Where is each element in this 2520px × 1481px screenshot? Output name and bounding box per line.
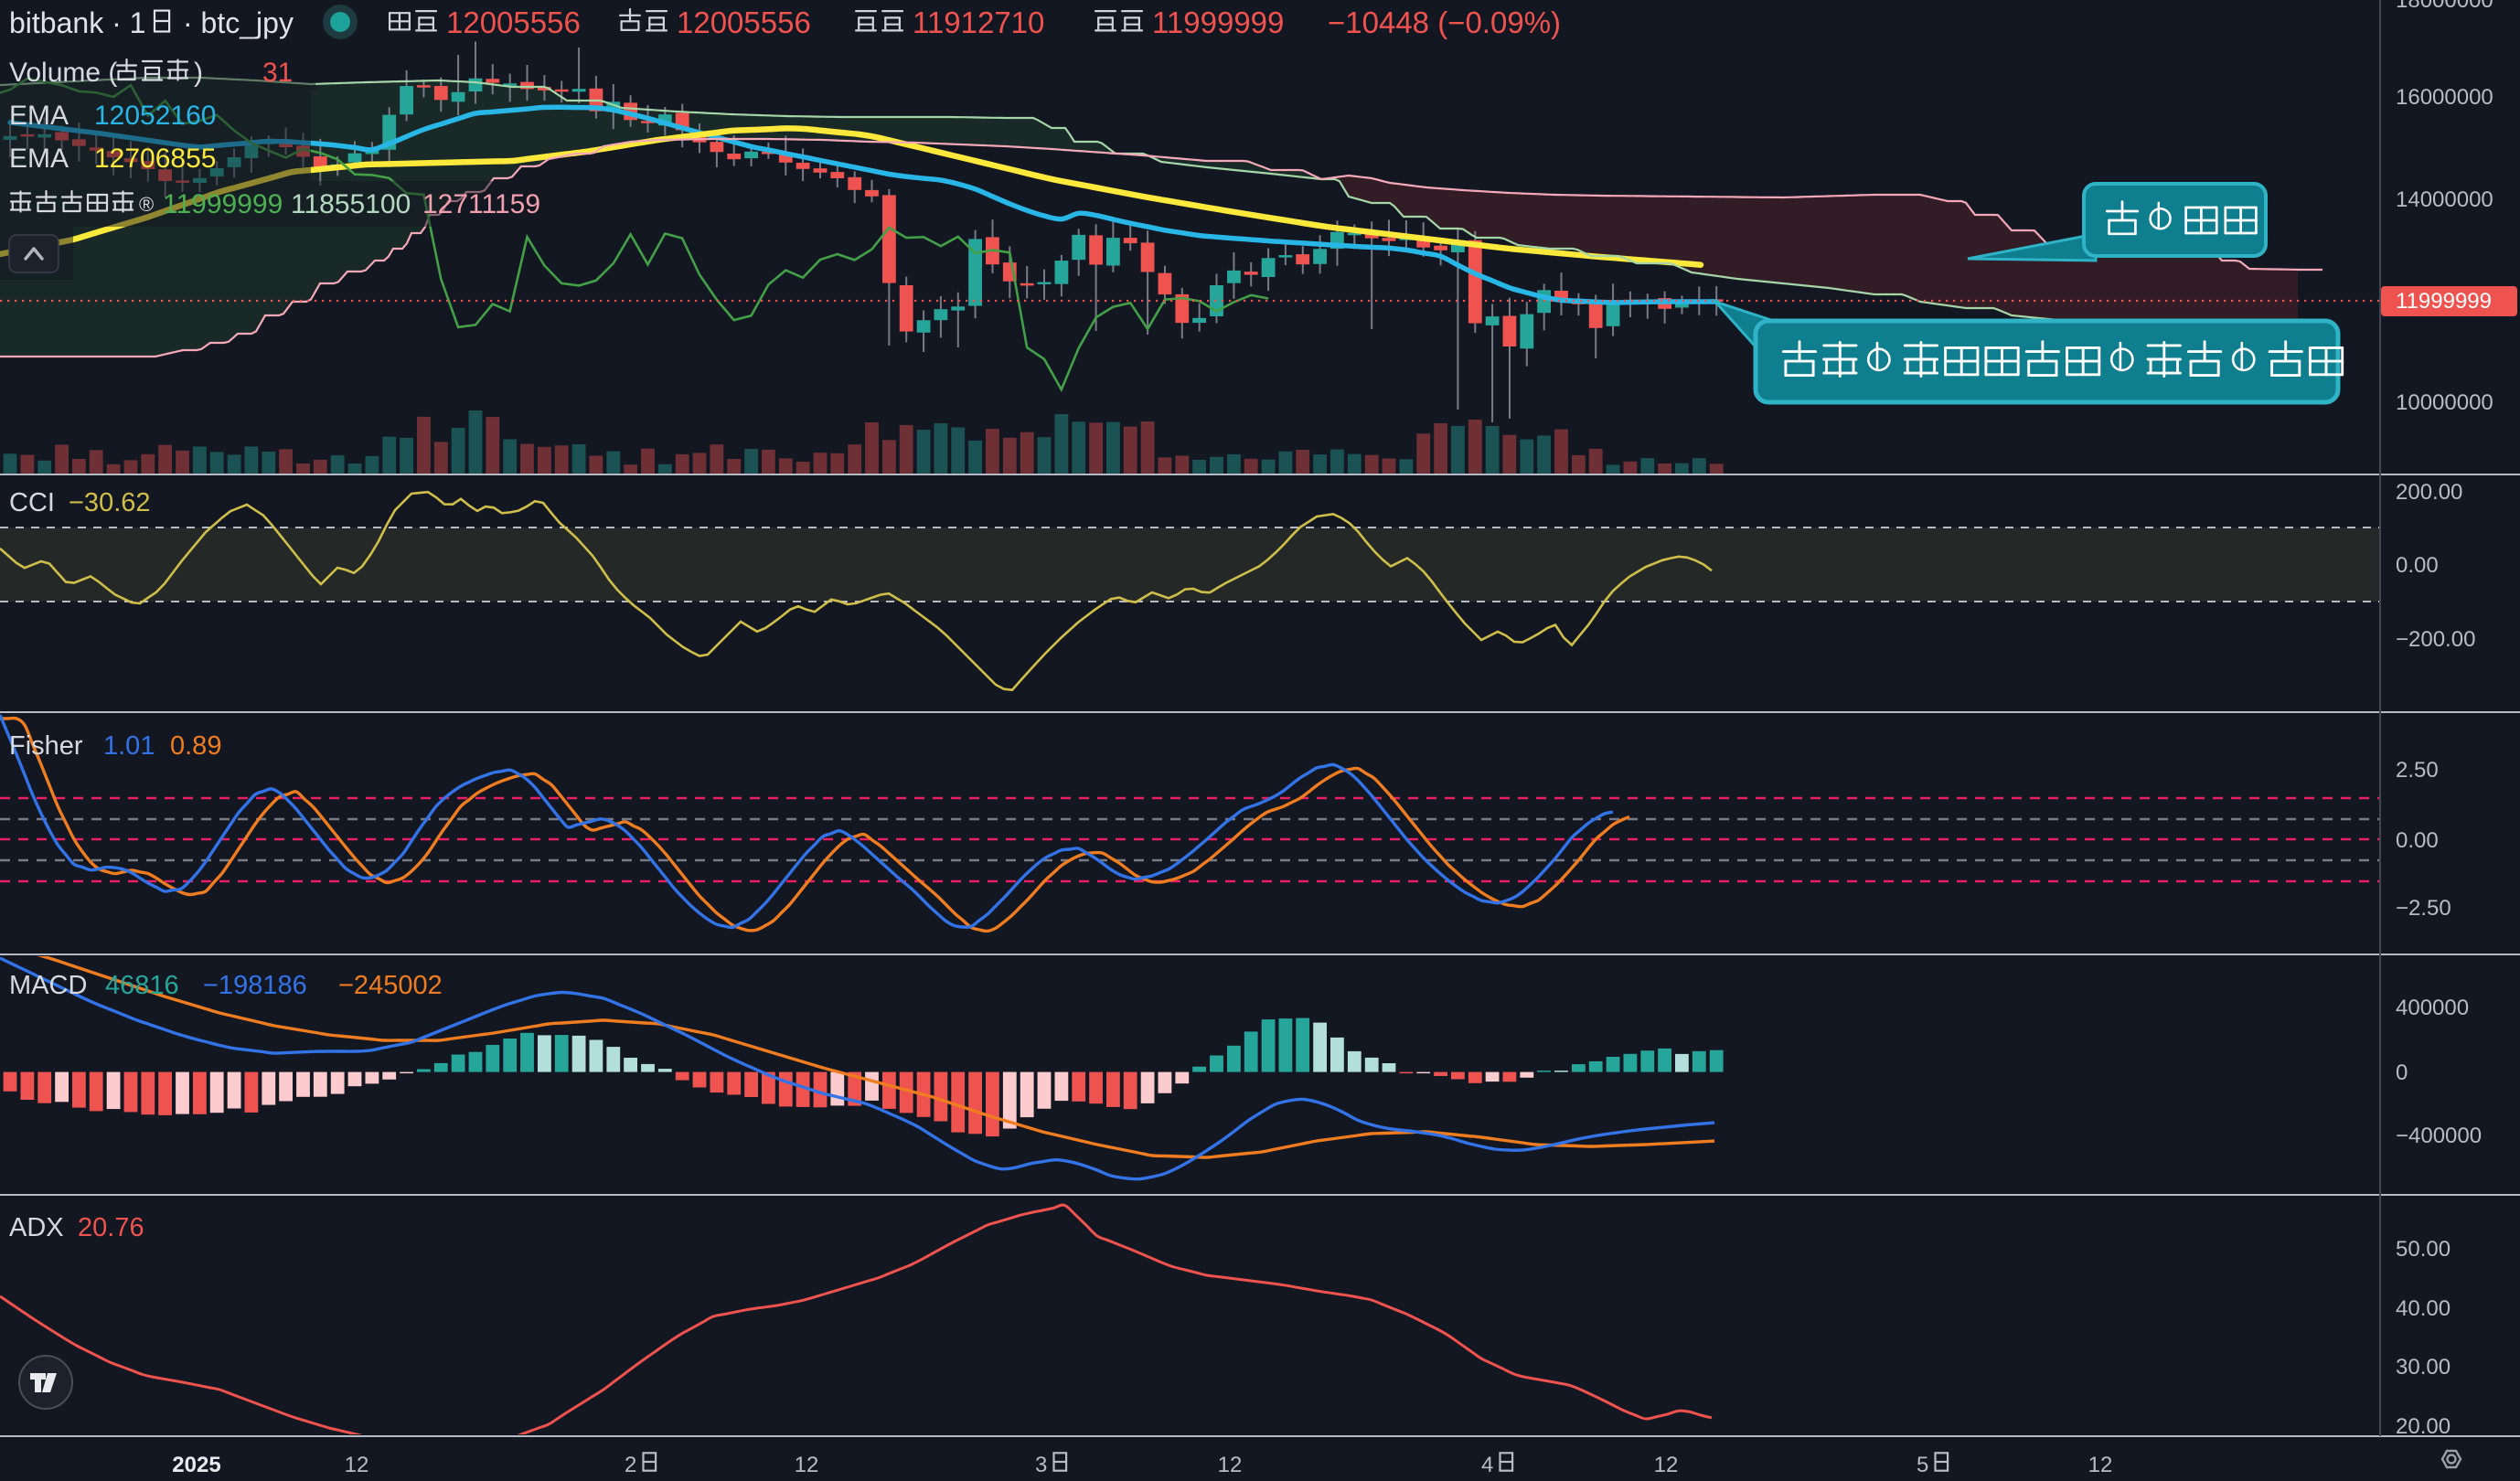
svg-text:0.00: 0.00 xyxy=(2396,828,2439,853)
svg-text:CCI: CCI xyxy=(9,488,55,517)
svg-text:12: 12 xyxy=(795,1453,819,1477)
svg-text:2025: 2025 xyxy=(172,1453,220,1477)
svg-text:ADX: ADX xyxy=(9,1213,64,1242)
svg-text:Volume (: Volume ( xyxy=(9,58,117,88)
svg-text:12005556: 12005556 xyxy=(446,5,581,39)
svg-text:4: 4 xyxy=(1481,1453,1493,1477)
svg-text:12: 12 xyxy=(2088,1453,2113,1477)
svg-text:−245002: −245002 xyxy=(338,971,443,1000)
svg-text:EMA: EMA xyxy=(9,144,69,174)
svg-text:11999999: 11999999 xyxy=(1152,5,1284,39)
svg-text:EMA: EMA xyxy=(9,101,69,131)
svg-text:Fisher: Fisher xyxy=(9,731,83,761)
svg-text:12706855: 12706855 xyxy=(94,144,216,174)
svg-text:−198186: −198186 xyxy=(203,971,307,1000)
svg-text:12: 12 xyxy=(1218,1453,1243,1477)
svg-text:): ) xyxy=(194,58,203,88)
svg-text:−30.62: −30.62 xyxy=(69,488,151,517)
svg-text:−2.50: −2.50 xyxy=(2396,896,2451,921)
svg-text:10000000: 10000000 xyxy=(2396,390,2493,415)
svg-text:12005556: 12005556 xyxy=(677,5,811,39)
svg-text:20.00: 20.00 xyxy=(2396,1414,2451,1439)
svg-text:400000: 400000 xyxy=(2396,996,2469,1020)
svg-text:0: 0 xyxy=(2396,1060,2408,1085)
svg-text:200.00: 200.00 xyxy=(2396,480,2462,505)
svg-text:3: 3 xyxy=(1035,1453,1047,1477)
svg-text:0.00: 0.00 xyxy=(2396,553,2439,578)
svg-text:11999999: 11999999 xyxy=(163,189,283,219)
svg-text:20.76: 20.76 xyxy=(78,1213,144,1242)
svg-text:12: 12 xyxy=(345,1453,369,1477)
svg-text:1.01: 1.01 xyxy=(103,731,155,761)
svg-text:0.89: 0.89 xyxy=(170,731,221,761)
svg-text:11999999: 11999999 xyxy=(2396,289,2492,314)
svg-text:2.50: 2.50 xyxy=(2396,758,2439,783)
svg-text:14000000: 14000000 xyxy=(2396,187,2493,212)
svg-text:46816: 46816 xyxy=(105,971,179,1000)
svg-text:16000000: 16000000 xyxy=(2396,85,2493,110)
svg-text:−400000: −400000 xyxy=(2396,1124,2482,1148)
svg-text:11855100: 11855100 xyxy=(291,189,411,219)
svg-text:−200.00: −200.00 xyxy=(2396,627,2475,652)
svg-text:12711159: 12711159 xyxy=(422,189,540,219)
svg-text:5: 5 xyxy=(1917,1453,1928,1477)
svg-text:30.00: 30.00 xyxy=(2396,1355,2451,1380)
svg-text:50.00: 50.00 xyxy=(2396,1237,2451,1262)
svg-text:18000000: 18000000 xyxy=(2396,0,2493,13)
svg-text:−10448 (−0.09%): −10448 (−0.09%) xyxy=(1328,5,1561,39)
svg-text:11912710: 11912710 xyxy=(913,5,1044,39)
svg-text:2: 2 xyxy=(625,1453,636,1477)
svg-text:40.00: 40.00 xyxy=(2396,1296,2451,1321)
svg-text:®: ® xyxy=(139,193,154,216)
svg-text:· btc_jpy: · btc_jpy xyxy=(183,6,294,39)
svg-text:bitbank · 1: bitbank · 1 xyxy=(9,6,145,39)
svg-text:12052160: 12052160 xyxy=(94,101,216,131)
svg-text:31: 31 xyxy=(262,58,293,88)
svg-text:MACD: MACD xyxy=(9,971,87,1000)
svg-text:12: 12 xyxy=(1654,1453,1679,1477)
